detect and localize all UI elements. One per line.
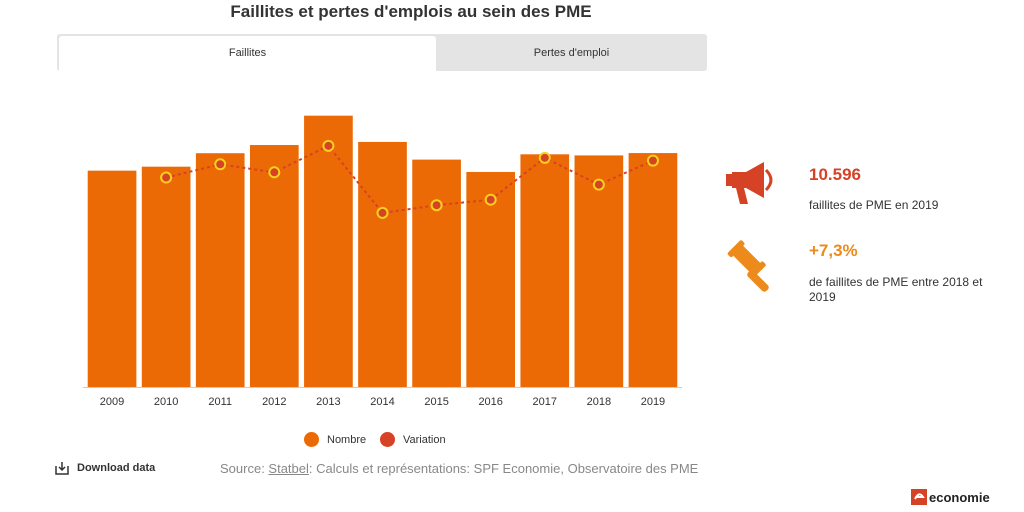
variation-point-2019 (646, 154, 659, 167)
economie-logo-icon (911, 489, 927, 505)
x-tick-label-2014: 2014 (370, 396, 394, 408)
bar-2012 (249, 145, 299, 387)
legend-item-nombre[interactable]: Nombre (304, 432, 366, 447)
x-tick-label-2011: 2011 (208, 396, 232, 408)
download-icon (55, 462, 69, 475)
tab-faillites[interactable]: Faillites (59, 36, 436, 71)
bar-2009 (87, 170, 137, 387)
chart-title: Faillites et pertes d'emplois au sein de… (230, 2, 592, 21)
x-tick-label-2015: 2015 (424, 396, 448, 408)
stat-change-label: de faillites de PME entre 2018 et 2019 (809, 275, 983, 304)
source-prefix: Source: (220, 461, 269, 476)
variation-point-2016 (484, 193, 497, 206)
bar-2016 (466, 171, 516, 387)
download-data-button[interactable]: Download data (55, 461, 155, 475)
variation-point-2015 (430, 199, 443, 212)
x-tick-label-2012: 2012 (262, 396, 286, 408)
bar-2014 (358, 141, 407, 387)
bar-2010 (141, 166, 191, 387)
legend-item-variation[interactable]: Variation (380, 432, 446, 447)
bar-2015 (412, 159, 461, 387)
legend-swatch-nombre (304, 432, 319, 447)
variation-point-2011 (214, 158, 227, 171)
megaphone-icon (726, 162, 773, 204)
x-tick-label-2016: 2016 (478, 396, 502, 408)
variation-point-2012 (268, 166, 281, 179)
x-tick-label-2009: 2009 (100, 396, 124, 408)
bar-2013 (304, 115, 353, 387)
variation-point-2014 (376, 206, 389, 219)
download-label: Download data (77, 462, 156, 474)
variation-point-2013 (322, 139, 335, 152)
stat-bankruptcies-value: 10.596 (809, 165, 861, 184)
bar-2019 (628, 153, 678, 387)
legend-label-nombre: Nombre (327, 433, 367, 446)
legend-swatch-variation (380, 432, 395, 447)
brand-name: economie (929, 489, 990, 505)
x-tick-label-2013: 2013 (316, 396, 340, 408)
variation-point-2018 (592, 178, 605, 191)
tab-bar: Faillites Pertes d'emploi (57, 34, 707, 71)
legend-label-variation: Variation (403, 433, 446, 446)
stat-bankruptcies-label: faillites de PME en 2019 (809, 198, 939, 212)
tab-pertes-emploi[interactable]: Pertes d'emploi (533, 47, 610, 59)
source-note: Source: Statbel: Calculs et représentati… (220, 461, 698, 476)
variation-point-2010 (160, 171, 173, 184)
variation-point-2017 (538, 151, 551, 164)
x-tick-label-2019: 2019 (641, 396, 665, 408)
source-link-statbel[interactable]: Statbel (268, 461, 309, 476)
x-tick-label-2018: 2018 (587, 396, 611, 408)
x-tick-label-2010: 2010 (154, 396, 178, 408)
x-tick-label-2017: 2017 (533, 396, 557, 408)
brand-logo: economie (911, 489, 990, 505)
source-suffix: : Calculs et représentations: SPF Econom… (308, 461, 699, 476)
gavel-icon (727, 240, 769, 292)
variation-line (165, 144, 654, 214)
bar-2018 (574, 155, 624, 387)
bar-2017 (520, 154, 570, 387)
bar-2011 (195, 153, 245, 387)
stat-change-value: +7,3% (809, 241, 858, 260)
